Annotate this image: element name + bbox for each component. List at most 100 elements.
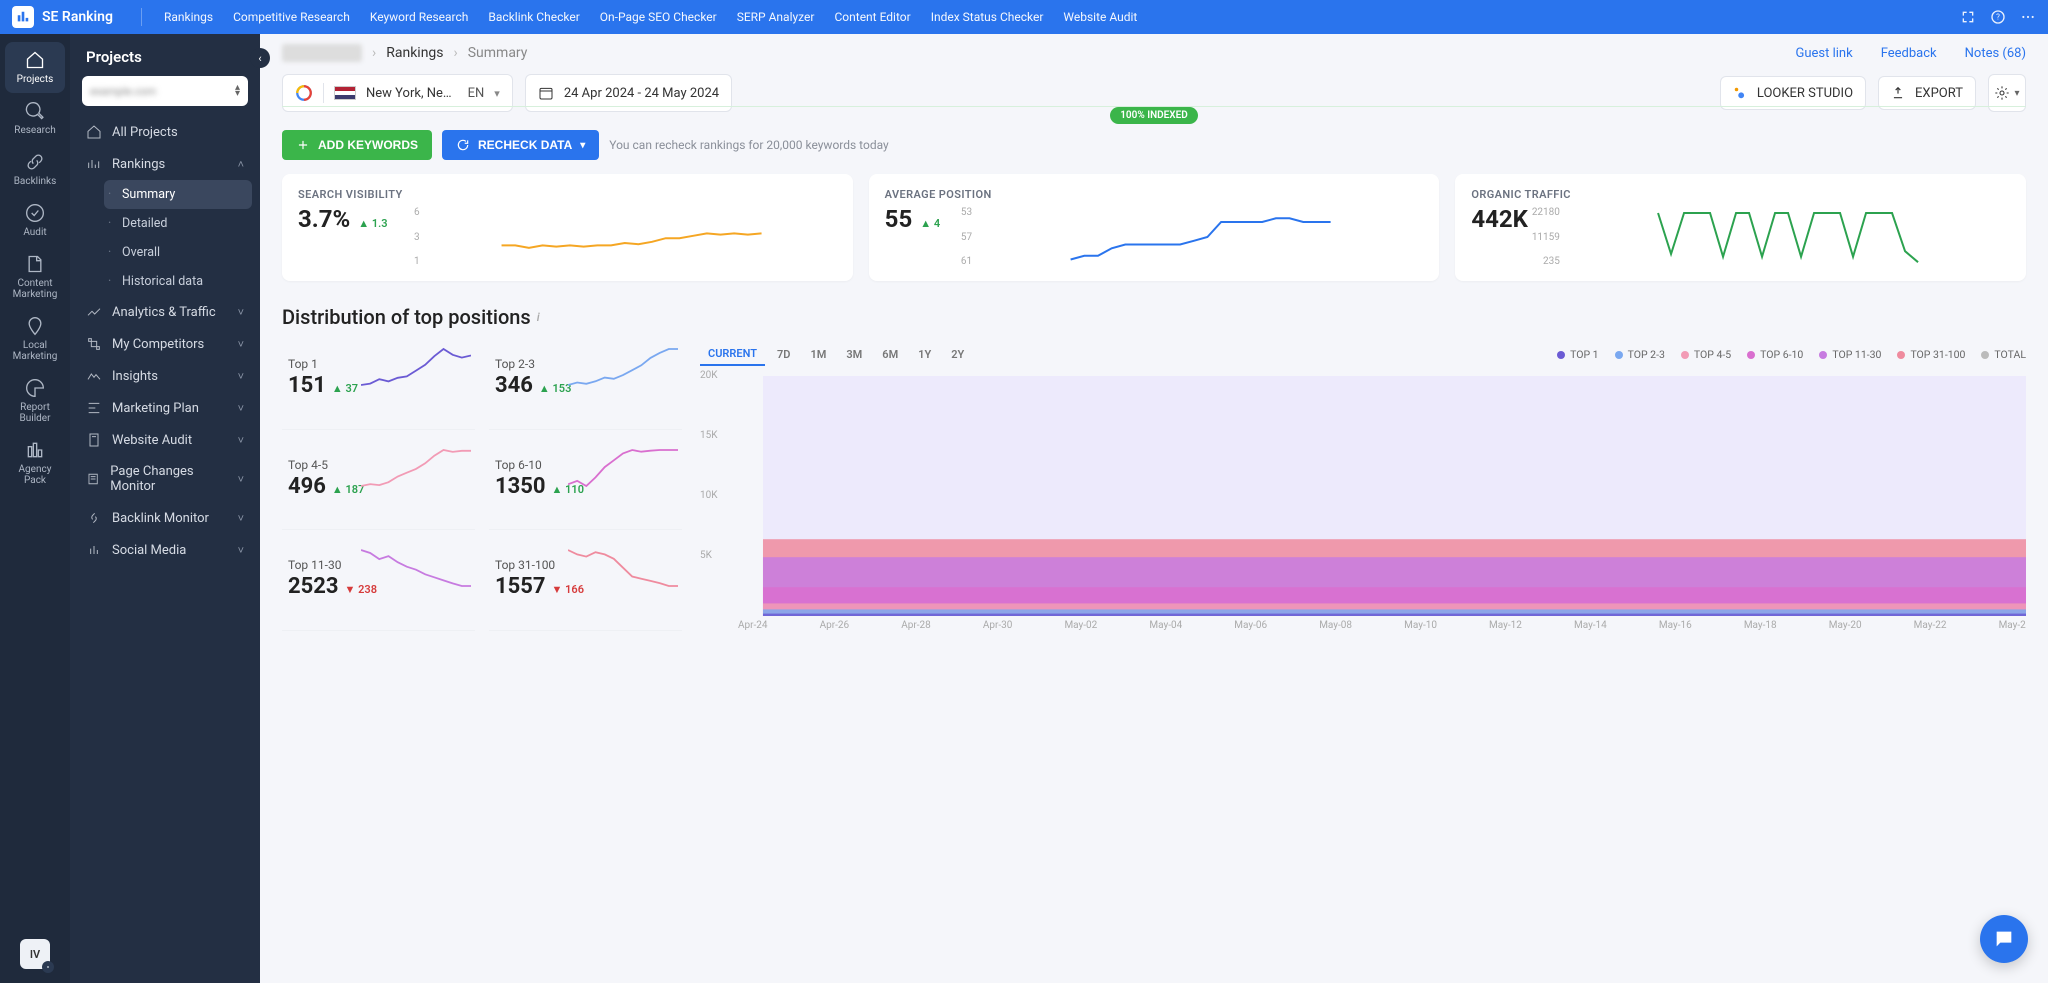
logo-icon (12, 6, 34, 28)
export-button[interactable]: EXPORT (1878, 76, 1976, 110)
rail-local[interactable]: Local Marketing (5, 308, 65, 370)
calendar-icon (538, 85, 554, 101)
icon-rail: ProjectsResearchBacklinksAuditContent Ma… (0, 34, 70, 983)
brand-logo[interactable]: SE Ranking (12, 6, 113, 28)
metric-card-visibility[interactable]: SEARCH VISIBILITY 3.7% ▲ 1.3 631 (282, 174, 853, 281)
breadcrumb-rankings[interactable]: Rankings (386, 45, 443, 61)
legend-top-2-3[interactable]: TOP 2-3 (1615, 348, 1665, 361)
topbar-divider (141, 8, 142, 26)
chat-icon (1993, 928, 2015, 950)
breadcrumb-project-blurred (282, 44, 362, 62)
sidebar-backlink-monitor[interactable]: Backlink Monitor˅ (70, 502, 260, 534)
recheck-note: You can recheck rankings for 20,000 keyw… (609, 138, 888, 152)
indexed-badge: 100% INDEXED (1110, 107, 1198, 122)
chat-bubble[interactable] (1980, 915, 2028, 963)
more-icon[interactable] (2020, 9, 2036, 25)
rail-content[interactable]: Content Marketing (5, 246, 65, 308)
range-tab-1m[interactable]: 1M (802, 344, 834, 365)
export-icon (1891, 86, 1905, 100)
sidebar-insights[interactable]: Insights˅ (70, 360, 260, 392)
guest-link[interactable]: Guest link (1796, 46, 1853, 61)
sidebar-rankings[interactable]: Rankings ˄ (70, 148, 260, 180)
topnav-competitive-research[interactable]: Competitive Research (223, 10, 360, 24)
legend-top-4-5[interactable]: TOP 4-5 (1681, 348, 1731, 361)
sidebar-website-audit[interactable]: Website Audit˅ (70, 424, 260, 456)
rail-projects[interactable]: Projects (5, 42, 65, 93)
user-avatar[interactable]: IV (20, 939, 50, 969)
top-card-top-1[interactable]: Top 1151▲ 37 (282, 339, 475, 430)
legend-top-1[interactable]: TOP 1 (1557, 348, 1598, 361)
rail-audit[interactable]: Audit (5, 195, 65, 246)
sidebar-marketing-plan[interactable]: Marketing Plan˅ (70, 392, 260, 424)
gear-icon (42, 961, 54, 973)
metric-card-organic-traffic[interactable]: ORGANIC TRAFFIC 442K 2218011159235 (1455, 174, 2026, 281)
legend-total[interactable]: TOTAL (1981, 348, 2026, 361)
brand-name: SE Ranking (42, 9, 113, 25)
chevron-up-icon: ˄ (238, 158, 244, 171)
range-tab-1y[interactable]: 1Y (910, 344, 939, 365)
sidepanel-title: Projects (70, 34, 260, 76)
sidebar-social-media[interactable]: Social Media˅ (70, 534, 260, 566)
topnav-backlink-checker[interactable]: Backlink Checker (478, 10, 589, 24)
range-tab-6m[interactable]: 6M (874, 344, 906, 365)
sidebar-analytics-traffic[interactable]: Analytics & Traffic˅ (70, 296, 260, 328)
sidebar-rankings-detailed[interactable]: Detailed (104, 209, 260, 238)
sidebar-all-projects[interactable]: All Projects (70, 116, 260, 148)
topnav-on-page-seo-checker[interactable]: On-Page SEO Checker (590, 10, 727, 24)
sidebar-my-competitors[interactable]: My Competitors˅ (70, 328, 260, 360)
sidebar-page-changes-monitor[interactable]: Page Changes Monitor˅ (70, 456, 260, 502)
sidebar-rankings-overall[interactable]: Overall (104, 238, 260, 267)
legend-top-6-10[interactable]: TOP 6-10 (1747, 348, 1803, 361)
lang-label: EN (468, 86, 485, 101)
looker-studio-button[interactable]: LOOKER STUDIO (1720, 76, 1866, 110)
visibility-sparkline (426, 207, 837, 267)
location-label: New York, Ne… (366, 86, 452, 101)
range-tab-7d[interactable]: 7D (769, 344, 798, 365)
google-icon (295, 84, 313, 102)
range-tab-3m[interactable]: 3M (838, 344, 870, 365)
info-icon[interactable]: i (537, 310, 540, 324)
legend-top-31-100[interactable]: TOP 31-100 (1897, 348, 1965, 361)
range-tab-current[interactable]: CURRENT (700, 343, 765, 366)
range-tab-2y[interactable]: 2Y (943, 344, 972, 365)
collapse-sidebar-icon[interactable]: ‹ (250, 48, 270, 68)
topnav-serp-analyzer[interactable]: SERP Analyzer (727, 10, 825, 24)
top-card-top-11-30[interactable]: Top 11-302523▼ 238 (282, 540, 475, 631)
rail-research[interactable]: Research (5, 93, 65, 144)
distribution-area-chart (700, 376, 2026, 616)
rail-report[interactable]: Report Builder (5, 370, 65, 432)
sidebar-rankings-summary[interactable]: Summary (104, 180, 252, 209)
legend-top-11-30[interactable]: TOP 11-30 (1819, 348, 1881, 361)
expand-icon[interactable] (1960, 9, 1976, 25)
recheck-data-button[interactable]: RECHECK DATA ▾ (442, 130, 599, 160)
us-flag-icon (334, 86, 356, 100)
updown-icon: ▴▾ (235, 85, 240, 97)
plus-icon (296, 138, 310, 152)
notes-link[interactable]: Notes (68) (1965, 46, 2026, 61)
refresh-icon (456, 138, 470, 152)
topnav-website-audit[interactable]: Website Audit (1053, 10, 1147, 24)
avgpos-sparkline (978, 207, 1423, 267)
topnav-keyword-research[interactable]: Keyword Research (360, 10, 479, 24)
help-icon[interactable]: ? (1990, 9, 2006, 25)
project-name-blurred: example.com (90, 85, 156, 98)
sidebar-rankings-historical-data[interactable]: Historical data (104, 267, 260, 296)
top-card-top-2-3[interactable]: Top 2-3346▲ 153 (489, 339, 682, 430)
top-card-top-31-100[interactable]: Top 31-1001557▼ 166 (489, 540, 682, 631)
top-card-top-6-10[interactable]: Top 6-101350▲ 110 (489, 440, 682, 531)
add-keywords-button[interactable]: ADD KEYWORDS (282, 130, 432, 160)
project-selector[interactable]: example.com ▴▾ (82, 76, 248, 106)
main-content: › Rankings › Summary Guest link Feedback… (260, 34, 2048, 983)
rail-agency[interactable]: Agency Pack (5, 432, 65, 494)
rail-backlinks[interactable]: Backlinks (5, 144, 65, 195)
organic-sparkline (1566, 207, 2010, 267)
top-card-top-4-5[interactable]: Top 4-5496▲ 187 (282, 440, 475, 531)
topnav-content-editor[interactable]: Content Editor (824, 10, 920, 24)
topnav-index-status-checker[interactable]: Index Status Checker (921, 10, 1054, 24)
topbar: SE Ranking RankingsCompetitive ResearchK… (0, 0, 2048, 34)
distribution-chart-area: CURRENT7D1M3M6M1Y2Y TOP 1 TOP 2-3 TOP 4-5 TO… (700, 339, 2026, 631)
topnav-rankings[interactable]: Rankings (154, 10, 223, 24)
feedback-link[interactable]: Feedback (1881, 46, 1937, 61)
metric-card-avg-position[interactable]: AVERAGE POSITION 55 ▲ 4 535761 (869, 174, 1440, 281)
side-panel: ‹ Projects example.com ▴▾ All Projects R… (70, 34, 260, 983)
